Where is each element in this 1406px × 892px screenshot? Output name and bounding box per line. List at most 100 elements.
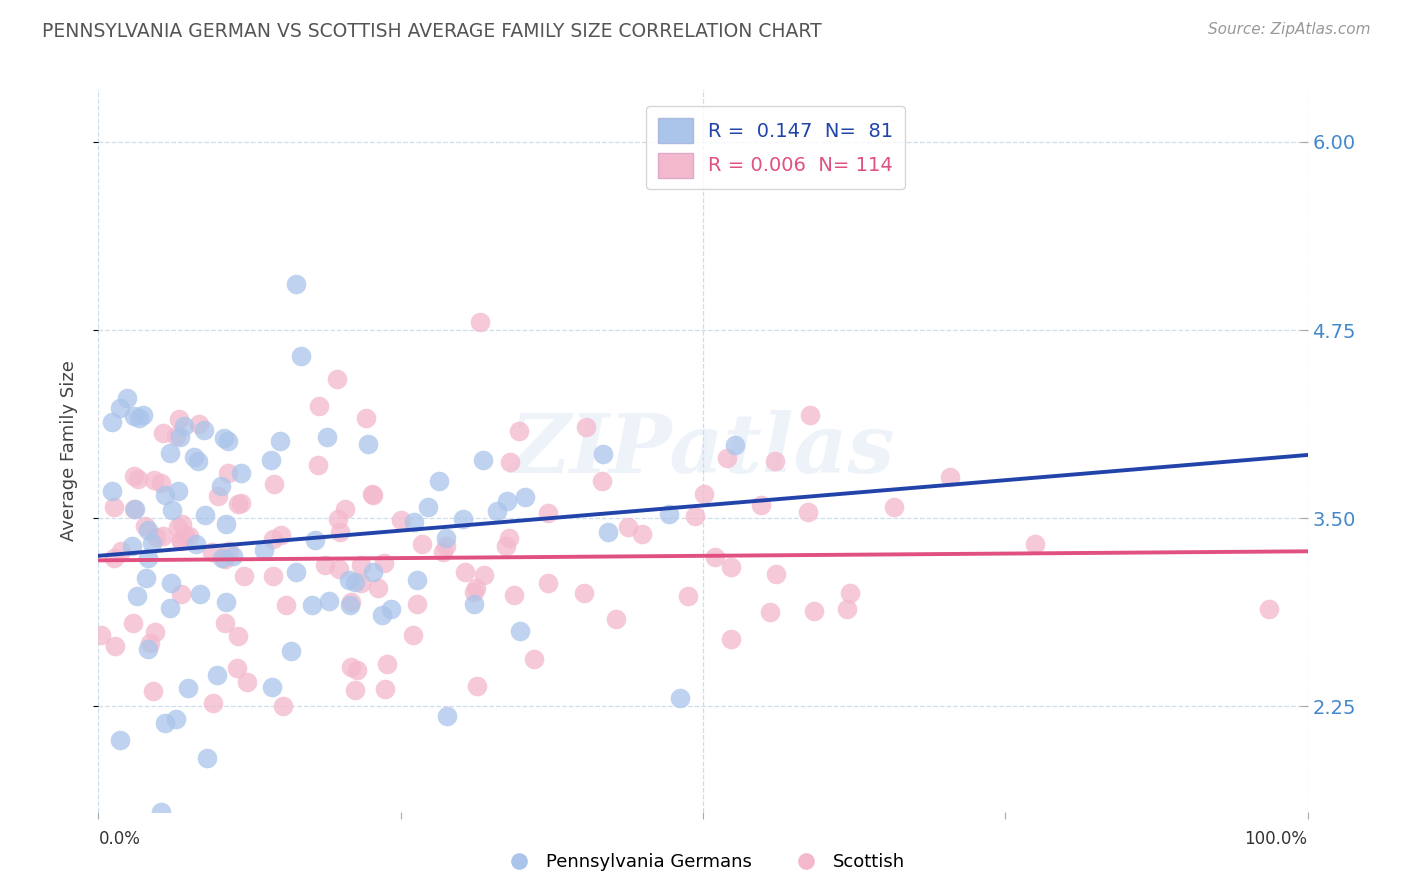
- Point: [194, 508, 217, 523]
- Point: [692, 486, 714, 500]
- Point: [724, 438, 747, 452]
- Point: [523, 652, 546, 666]
- Point: [152, 528, 174, 542]
- Point: [434, 532, 457, 546]
- Point: [326, 512, 349, 526]
- Point: [340, 595, 363, 609]
- Point: [464, 581, 486, 595]
- Text: 0.0%: 0.0%: [98, 830, 141, 847]
- Point: [110, 401, 132, 415]
- Point: [271, 698, 294, 713]
- Point: [207, 489, 229, 503]
- Point: [1024, 537, 1046, 551]
- Point: [509, 624, 531, 639]
- Point: [308, 400, 330, 414]
- Point: [354, 410, 377, 425]
- Point: [751, 498, 773, 512]
- Point: [402, 515, 425, 529]
- Point: [350, 576, 373, 591]
- Point: [592, 447, 614, 461]
- Point: [173, 419, 195, 434]
- Legend: R =  0.147  N=  81, R = 0.006  N= 114: R = 0.147 N= 81, R = 0.006 N= 114: [645, 106, 905, 189]
- Point: [495, 539, 517, 553]
- Point: [683, 508, 706, 523]
- Point: [207, 667, 229, 681]
- Point: [276, 599, 298, 613]
- Point: [229, 496, 252, 510]
- Point: [591, 474, 613, 488]
- Point: [262, 680, 284, 694]
- Point: [174, 528, 197, 542]
- Point: [233, 569, 256, 583]
- Point: [344, 683, 367, 698]
- Point: [290, 349, 312, 363]
- Point: [301, 599, 323, 613]
- Point: [454, 566, 477, 580]
- Point: [179, 529, 201, 543]
- Point: [122, 616, 145, 631]
- Point: [110, 732, 132, 747]
- Point: [124, 409, 146, 424]
- Point: [508, 424, 530, 438]
- Point: [716, 450, 738, 465]
- Point: [153, 716, 176, 731]
- Point: [669, 690, 692, 705]
- Point: [103, 550, 125, 565]
- Point: [262, 569, 284, 583]
- Point: [328, 562, 350, 576]
- Point: [451, 512, 474, 526]
- Point: [720, 560, 742, 574]
- Point: [167, 519, 190, 533]
- Point: [346, 663, 368, 677]
- Point: [172, 516, 194, 531]
- Point: [799, 408, 821, 422]
- Point: [187, 454, 209, 468]
- Point: [1258, 602, 1281, 616]
- Point: [463, 597, 485, 611]
- Point: [188, 587, 211, 601]
- Point: [226, 497, 249, 511]
- Point: [263, 476, 285, 491]
- Point: [676, 589, 699, 603]
- Point: [436, 709, 458, 723]
- Point: [380, 602, 402, 616]
- Point: [104, 639, 127, 653]
- Point: [229, 466, 252, 480]
- Point: [160, 575, 183, 590]
- Point: [259, 453, 281, 467]
- Y-axis label: Average Family Size: Average Family Size: [59, 360, 77, 541]
- Point: [763, 454, 786, 468]
- Point: [201, 545, 224, 559]
- Point: [195, 751, 218, 765]
- Point: [218, 543, 240, 558]
- Point: [463, 584, 485, 599]
- Point: [471, 453, 494, 467]
- Point: [150, 475, 173, 490]
- Point: [167, 483, 190, 498]
- Point: [226, 629, 249, 643]
- Point: [839, 586, 862, 600]
- Point: [135, 571, 157, 585]
- Point: [143, 473, 166, 487]
- Point: [103, 500, 125, 515]
- Point: [124, 502, 146, 516]
- Point: [401, 628, 423, 642]
- Point: [214, 615, 236, 630]
- Point: [759, 605, 782, 619]
- Point: [495, 494, 517, 508]
- Point: [188, 417, 211, 431]
- Point: [225, 660, 247, 674]
- Point: [361, 565, 384, 579]
- Legend: Pennsylvania Germans, Scottish: Pennsylvania Germans, Scottish: [494, 847, 912, 879]
- Text: Source: ZipAtlas.com: Source: ZipAtlas.com: [1208, 22, 1371, 37]
- Point: [371, 608, 394, 623]
- Point: [209, 479, 232, 493]
- Point: [617, 520, 640, 534]
- Point: [132, 408, 155, 422]
- Point: [122, 468, 145, 483]
- Point: [160, 502, 183, 516]
- Point: [339, 598, 361, 612]
- Point: [797, 505, 820, 519]
- Point: [835, 602, 858, 616]
- Point: [217, 466, 239, 480]
